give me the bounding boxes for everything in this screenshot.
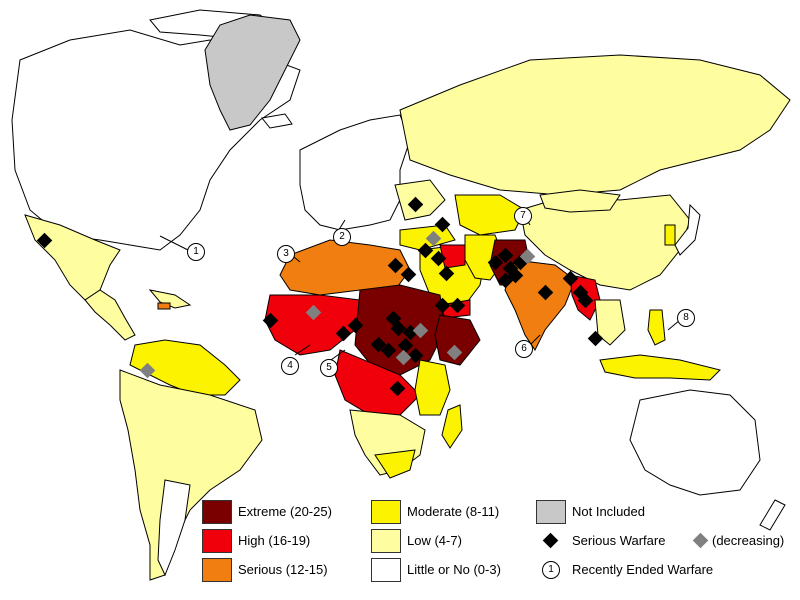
region-korea	[664, 224, 676, 246]
callout-1: 1	[187, 243, 205, 261]
recently-ended-circle-icon: 1	[542, 561, 560, 579]
region-china	[519, 194, 691, 291]
region-new-zealand	[759, 499, 786, 531]
swatch-moderate	[371, 500, 401, 524]
region-madagascar	[441, 404, 463, 449]
region-europe	[299, 114, 411, 231]
swatch-serious	[202, 558, 232, 582]
region-eastern-europe	[394, 179, 446, 221]
callout-3: 3	[277, 245, 295, 263]
region-japan	[674, 203, 701, 256]
region-australia	[629, 389, 761, 496]
swatch-not-included	[536, 500, 566, 524]
region-indonesia	[599, 354, 721, 381]
region-chile-argentina-south	[157, 479, 191, 577]
callout-7: 7	[514, 207, 532, 225]
region-russia	[399, 54, 791, 196]
region-haiti	[157, 302, 171, 310]
region-central-asia	[454, 194, 526, 236]
region-horn-of-africa	[434, 314, 481, 366]
region-east-africa	[414, 359, 451, 416]
region-greenland	[204, 14, 301, 131]
region-southeast-asia	[594, 299, 626, 346]
swatch-little	[371, 558, 401, 582]
callout-8: 8	[677, 309, 695, 327]
legend-decreasing-label: (decreasing)	[712, 533, 785, 548]
region-mongolia	[539, 189, 621, 213]
region-caribbean	[148, 289, 192, 309]
swatch-high	[202, 529, 232, 553]
region-central-america	[84, 289, 136, 341]
legend-extreme-label: Extreme (20-25)	[238, 504, 332, 519]
region-south-america	[119, 369, 263, 581]
region-india	[504, 259, 576, 351]
legend-recently-ended-label: Recently Ended Warfare	[572, 562, 714, 577]
region-philippines	[647, 309, 666, 346]
legend-high-label: High (16-19)	[238, 533, 311, 548]
legend-little-label: Little or No (0-3)	[407, 562, 501, 577]
legend-low-label: Low (4-7)	[407, 533, 462, 548]
swatch-extreme	[202, 500, 232, 524]
callout-4: 4	[281, 357, 299, 375]
swatch-low	[371, 529, 401, 553]
callout-2: 2	[333, 228, 351, 246]
callout-6: 6	[515, 340, 533, 358]
region-iceland	[261, 113, 293, 129]
legend-not-included-label: Not Included	[572, 504, 645, 519]
legend-serious-warfare-label: Serious Warfare	[572, 533, 666, 548]
region-south-africa	[374, 449, 416, 479]
legend-serious-label: Serious (12-15)	[238, 562, 328, 577]
legend-moderate-label: Moderate (8-11)	[407, 504, 500, 519]
callout-5: 5	[320, 359, 338, 377]
